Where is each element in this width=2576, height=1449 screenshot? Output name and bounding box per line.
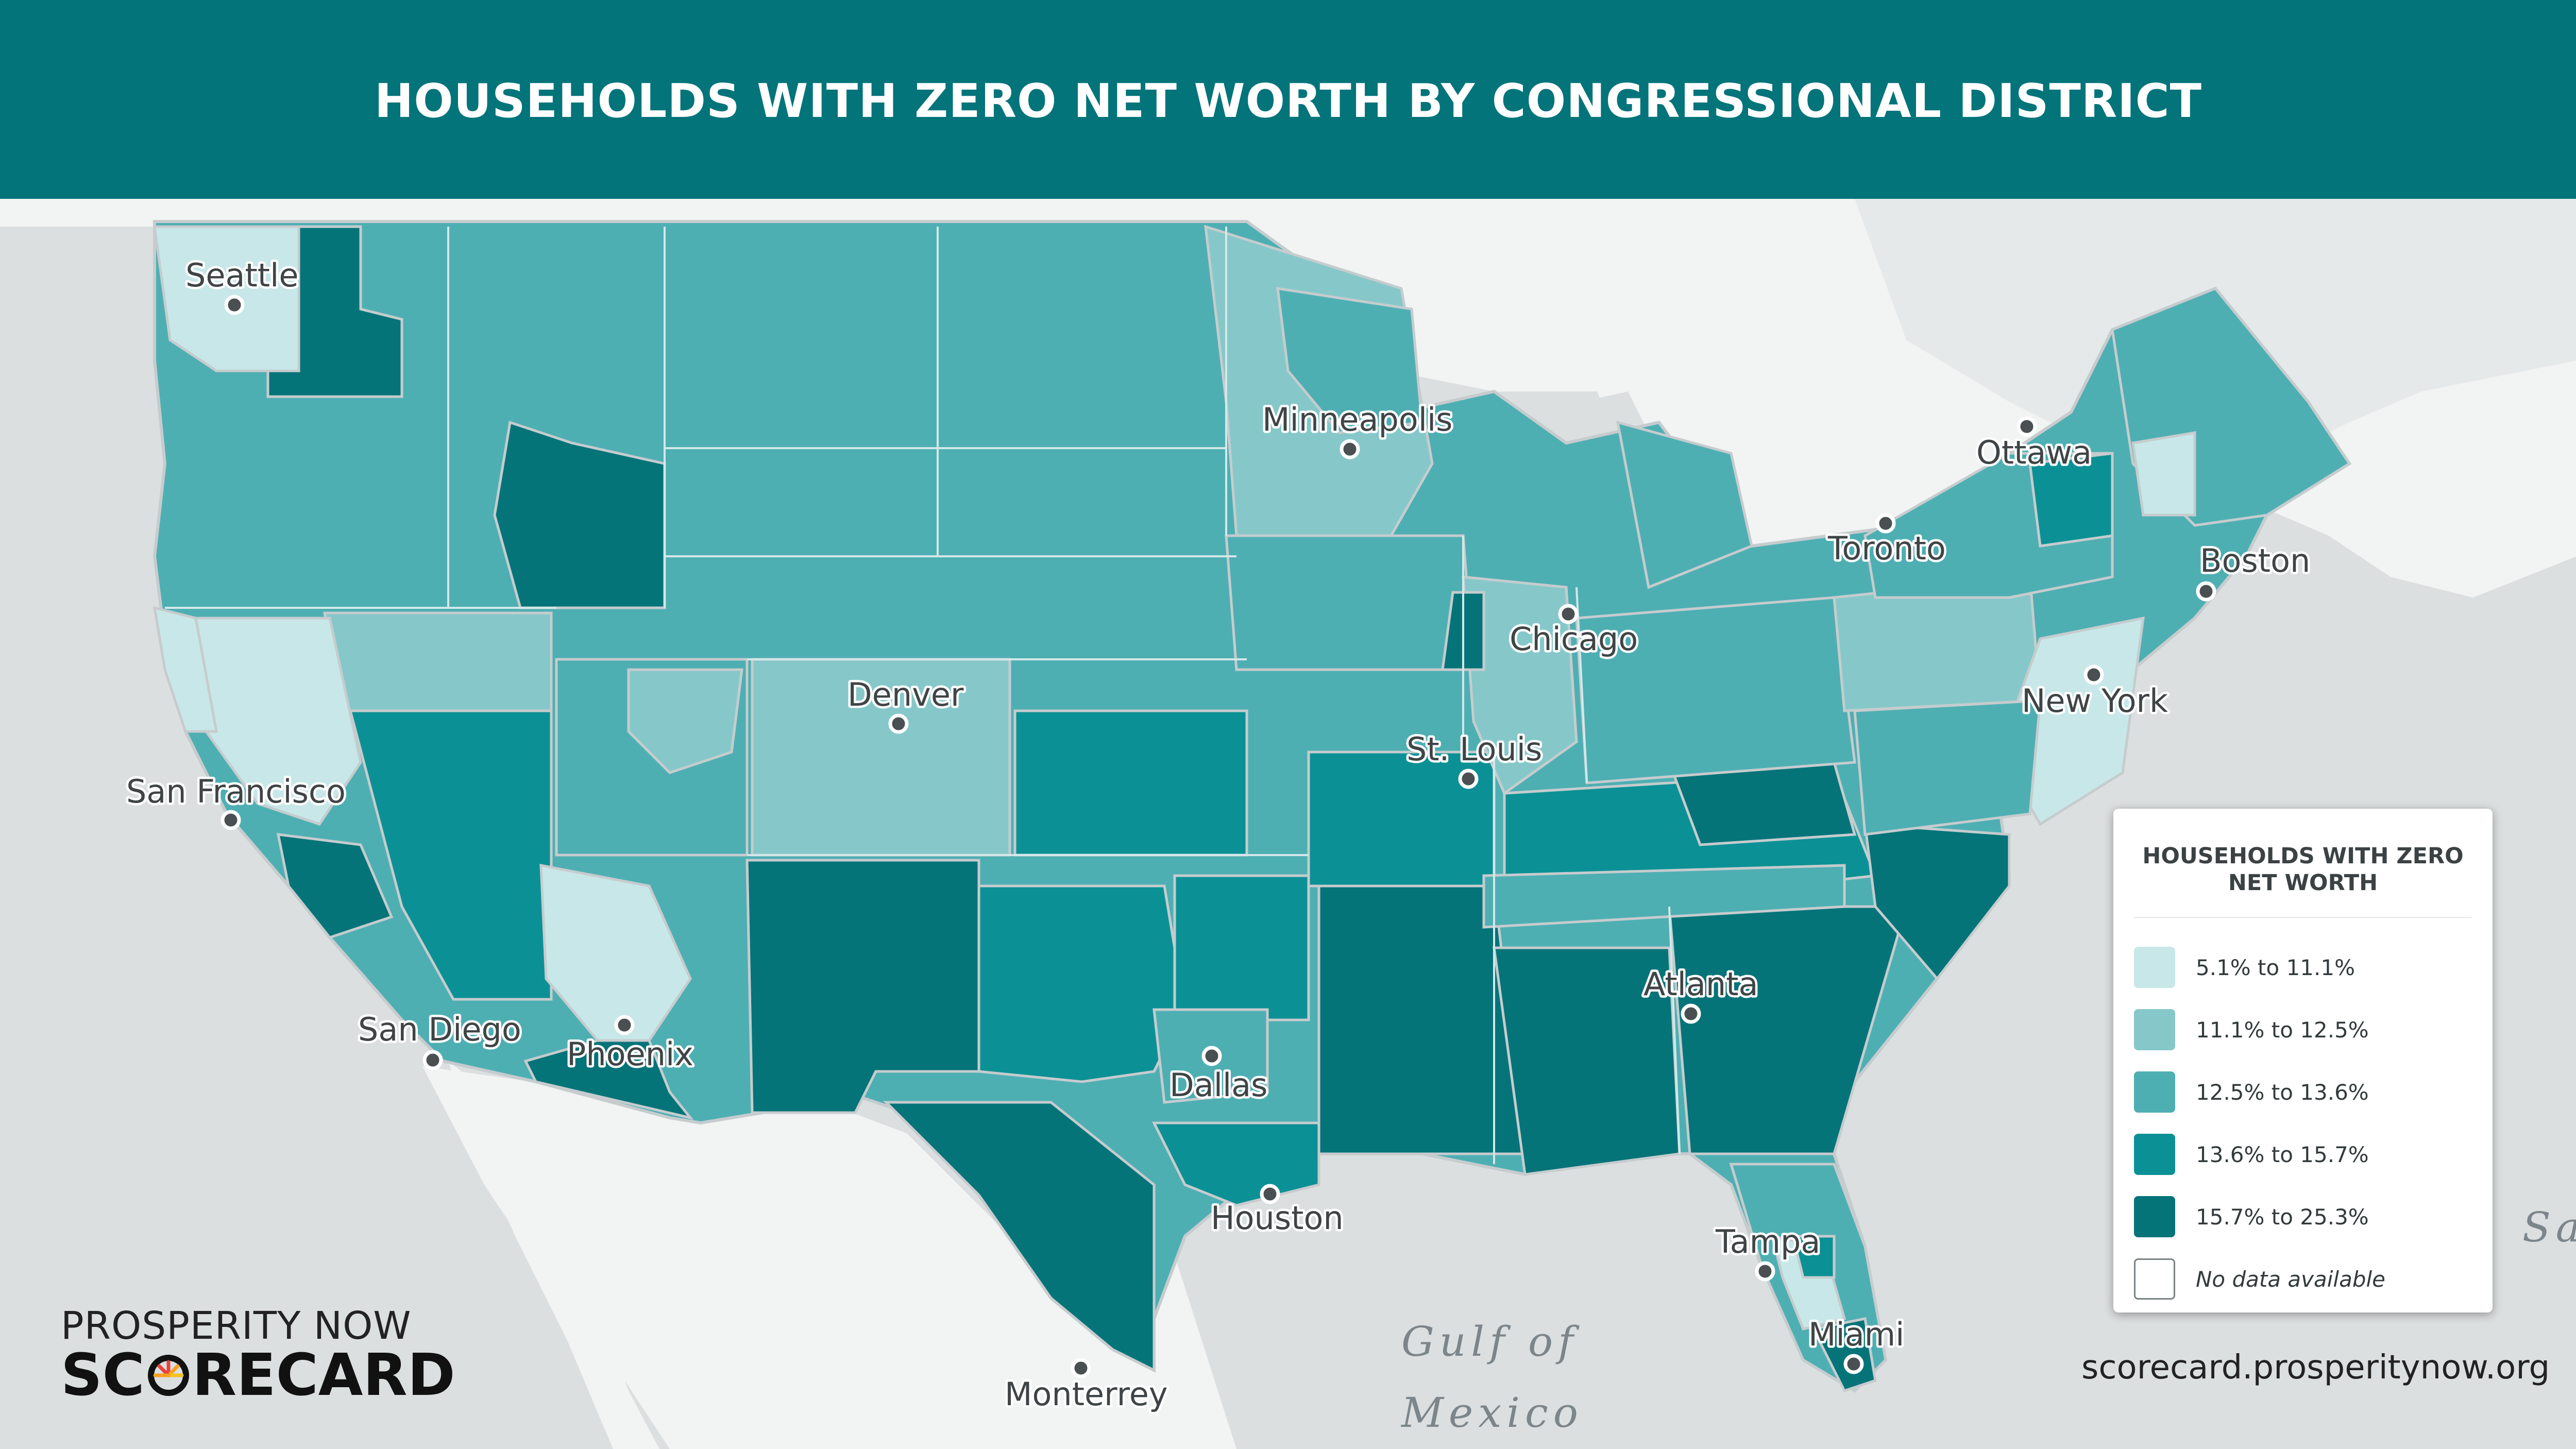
city-atlanta[interactable]: Atlanta bbox=[1641, 963, 1760, 1024]
legend-label: 13.6% to 15.7% bbox=[2196, 1141, 2369, 1167]
legend-label: 12.5% to 13.6% bbox=[2196, 1079, 2369, 1105]
title-banner: HOUSEHOLDS WITH ZERO NET WORTH BY CONGRE… bbox=[0, 0, 2576, 199]
state-borders bbox=[165, 227, 1681, 1164]
city-dallas[interactable]: Dallas bbox=[1167, 1046, 1270, 1106]
city-houston[interactable]: Houston bbox=[1209, 1184, 1346, 1239]
legend-item-6[interactable]: No data available bbox=[2134, 1256, 2385, 1302]
choropleth-map[interactable]: Seattle San Francisco San Diego Phoenix … bbox=[0, 199, 2576, 1449]
svg-text:Miami: Miami bbox=[1808, 1316, 1904, 1353]
city-monterrey[interactable]: Monterrey bbox=[1003, 1358, 1170, 1416]
city-phoenix[interactable]: Phoenix bbox=[565, 1015, 696, 1076]
svg-text:Toronto: Toronto bbox=[1827, 530, 1946, 567]
city-seattle[interactable]: Seattle bbox=[183, 254, 301, 315]
legend-title: HOUSEHOLDS WITH ZERO NET WORTH bbox=[2142, 843, 2464, 896]
region-iowa bbox=[1225, 534, 1475, 671]
svg-text:Seattle: Seattle bbox=[185, 257, 298, 294]
city-san-diego[interactable]: San Diego bbox=[356, 1009, 523, 1070]
city-denver[interactable]: Denver bbox=[845, 674, 967, 734]
svg-text:Houston: Houston bbox=[1211, 1199, 1344, 1237]
svg-text:Monterrey: Monterrey bbox=[1005, 1375, 1168, 1413]
sea-label-mexico: Mexico bbox=[1400, 1389, 1583, 1437]
legend-label: 11.1% to 12.5% bbox=[2196, 1017, 2369, 1043]
svg-text:San Diego: San Diego bbox=[358, 1011, 521, 1048]
mexico-landmass bbox=[422, 1066, 1236, 1449]
baja-peninsula bbox=[448, 1061, 659, 1449]
city-ottawa[interactable]: Ottawa bbox=[1974, 416, 2094, 474]
legend-item-1[interactable]: 5.1% to 11.1% bbox=[2134, 945, 2355, 990]
region-minneapolis-north bbox=[1276, 287, 1423, 434]
sea-label-gulf: Gulf of bbox=[1401, 1318, 1580, 1366]
region-vermont-nh bbox=[2131, 431, 2196, 517]
brand-name-top: PROSPERITY NOW bbox=[61, 1304, 412, 1348]
legend-swatch bbox=[2134, 1134, 2175, 1175]
svg-text:Atlanta: Atlanta bbox=[1643, 965, 1758, 1003]
brand-logo[interactable]: PROSPERITY NOW SC RECARD bbox=[61, 1305, 455, 1404]
sea-label-partial: Sa bbox=[2522, 1203, 2576, 1251]
region-new-mexico bbox=[745, 859, 980, 1114]
svg-text:Dallas: Dallas bbox=[1170, 1066, 1267, 1104]
city-minneapolis[interactable]: Minneapolis bbox=[1260, 399, 1455, 459]
source-url[interactable]: scorecard.prosperitynow.org bbox=[2081, 1349, 2550, 1387]
legend-panel: HOUSEHOLDS WITH ZERO NET WORTH 5.1% to 1… bbox=[2113, 809, 2493, 1312]
region-oklahoma bbox=[1173, 874, 1310, 1021]
city-toronto[interactable]: Toronto bbox=[1825, 513, 1948, 570]
region-kansas bbox=[1013, 709, 1248, 857]
region-north-carolina bbox=[1863, 823, 2011, 981]
svg-text:Chicago: Chicago bbox=[1510, 620, 1638, 658]
legend-item-4[interactable]: 13.6% to 15.7% bbox=[2134, 1132, 2369, 1177]
region-tampa-east bbox=[1791, 1235, 1836, 1279]
city-miami[interactable]: Miami bbox=[1806, 1314, 1907, 1374]
legend-item-3[interactable]: 12.5% to 13.6% bbox=[2134, 1069, 2369, 1115]
city-st-louis[interactable]: St. Louis bbox=[1404, 728, 1545, 789]
svg-text:Ottawa: Ottawa bbox=[1976, 434, 2092, 471]
region-miami bbox=[1811, 1317, 1877, 1393]
svg-text:Denver: Denver bbox=[848, 676, 964, 713]
map-title: HOUSEHOLDS WITH ZERO NET WORTH BY CONGRE… bbox=[374, 74, 2202, 128]
region-illinois bbox=[1462, 575, 1578, 795]
legend-divider bbox=[2134, 917, 2472, 918]
region-tennessee-band bbox=[1482, 864, 1846, 929]
svg-text:San Francisco: San Francisco bbox=[126, 773, 346, 810]
region-arizona-south bbox=[523, 1039, 694, 1120]
svg-text:New York: New York bbox=[2022, 682, 2168, 720]
city-boston[interactable]: Boston bbox=[2196, 540, 2313, 602]
city-san-francisco[interactable]: San Francisco bbox=[124, 771, 348, 830]
svg-text:Boston: Boston bbox=[2200, 542, 2310, 579]
legend-swatch bbox=[2134, 947, 2175, 988]
region-southern-california bbox=[276, 833, 394, 939]
legend-swatch bbox=[2134, 1258, 2175, 1300]
region-michigan bbox=[1616, 420, 1753, 589]
region-new-york-upstate bbox=[2028, 452, 2114, 548]
legend-swatch bbox=[2134, 1009, 2175, 1050]
legend-label: No data available bbox=[2196, 1266, 2385, 1292]
svg-text:St. Louis: St. Louis bbox=[1406, 730, 1542, 768]
region-west-coast bbox=[152, 606, 218, 733]
legend-item-5[interactable]: 15.7% to 25.3% bbox=[2134, 1194, 2369, 1239]
sunburst-icon bbox=[147, 1355, 189, 1396]
brand-name-bottom: SC RECARD bbox=[61, 1342, 455, 1409]
svg-text:Minneapolis: Minneapolis bbox=[1262, 401, 1453, 438]
svg-text:Tampa: Tampa bbox=[1715, 1223, 1820, 1260]
city-tampa[interactable]: Tampa bbox=[1713, 1221, 1823, 1282]
region-texas-south bbox=[883, 1101, 1156, 1373]
region-utah-north bbox=[627, 668, 743, 774]
region-virginia bbox=[1853, 699, 2042, 836]
legend-label: 15.7% to 25.3% bbox=[2196, 1204, 2369, 1230]
svg-text:Phoenix: Phoenix bbox=[567, 1035, 693, 1073]
city-chicago[interactable]: Chicago bbox=[1507, 604, 1640, 660]
legend-label: 5.1% to 11.1% bbox=[2196, 954, 2355, 980]
legend-swatch bbox=[2134, 1071, 2175, 1113]
region-west-texas bbox=[977, 884, 1187, 1083]
legend-item-2[interactable]: 11.1% to 12.5% bbox=[2134, 1007, 2369, 1052]
city-new-york[interactable]: New York bbox=[2020, 664, 2171, 722]
region-nevada-south bbox=[348, 709, 553, 1001]
legend-swatch bbox=[2134, 1196, 2175, 1237]
